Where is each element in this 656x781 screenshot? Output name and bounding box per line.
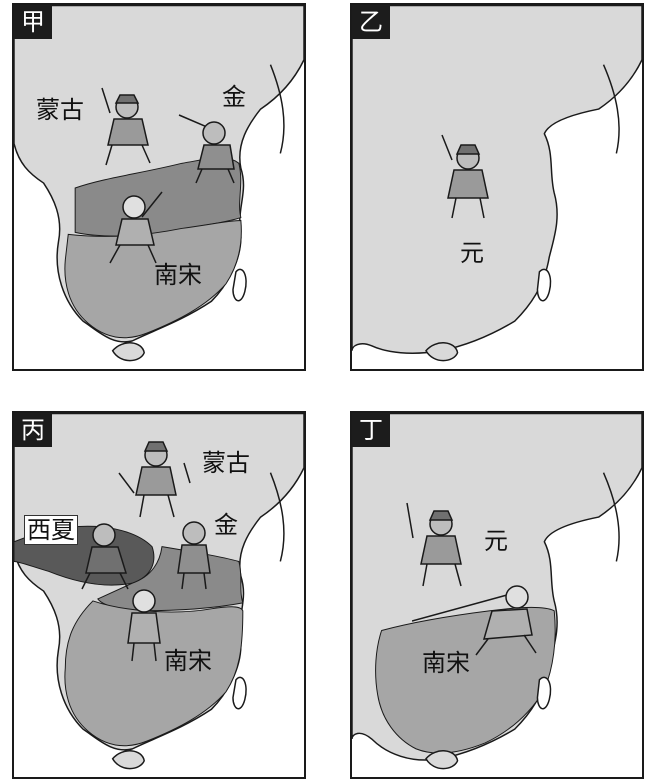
map-panel-ding: 丁 元 南宋 (350, 411, 644, 779)
map-panel-yi: 乙 元 (350, 3, 644, 371)
label-southern-song: 南宋 (422, 649, 470, 677)
mongol-warrior-figure (114, 433, 194, 527)
label-southern-song: 南宋 (154, 261, 202, 289)
panel-tag-bing: 丙 (14, 413, 52, 447)
song-warrior-figure (114, 581, 174, 670)
jin-warrior-figure (164, 513, 224, 597)
label-southern-song: 南宋 (164, 647, 212, 675)
panel-tag-ding: 丁 (352, 413, 390, 447)
label-yuan: 元 (460, 239, 484, 267)
map-yi-background (352, 5, 642, 362)
label-jin: 金 (222, 83, 246, 111)
label-yuan: 元 (484, 527, 508, 555)
song-warrior-figure (411, 573, 552, 662)
xixia-warrior-figure (74, 513, 144, 597)
label-xixia: 西夏 (24, 515, 78, 545)
yuan-warrior-figure (397, 498, 477, 597)
map-jia-background (14, 5, 304, 362)
label-mongol: 蒙古 (36, 96, 84, 124)
label-jin: 金 (214, 511, 238, 539)
label-mongol: 蒙古 (202, 449, 250, 477)
map-bing-background (14, 413, 304, 770)
map-ding-background (352, 413, 642, 770)
panel-tag-jia: 甲 (14, 5, 52, 39)
panel-tag-yi: 乙 (352, 5, 390, 39)
song-warrior-figure (102, 187, 172, 271)
map-panel-jia: 甲 蒙古 金 南宋 (12, 3, 306, 371)
jin-warrior-figure (174, 105, 244, 189)
map-panel-bing: 丙 蒙古 西夏 金 南宋 (12, 411, 306, 779)
yuan-warrior-figure (432, 130, 502, 229)
mongol-warrior-figure (92, 83, 162, 177)
